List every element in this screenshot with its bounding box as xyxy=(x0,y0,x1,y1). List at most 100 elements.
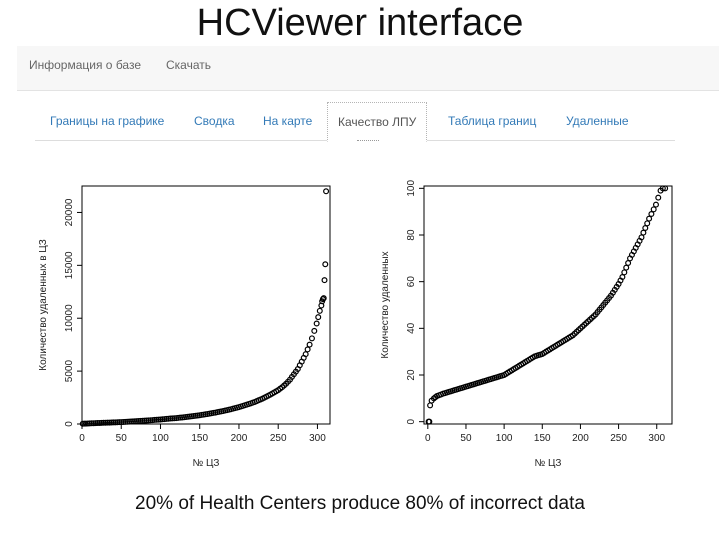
y-tick-label: 5000 xyxy=(64,360,75,383)
plot-left: 0 50 100 150 200 250 300 0 5000 10000 15000 20000 № … xyxy=(30,178,340,478)
data-point xyxy=(98,419,105,426)
data-point xyxy=(625,259,632,266)
data-point xyxy=(81,420,88,427)
data-point xyxy=(92,420,99,427)
y-tick-label: 10000 xyxy=(64,304,75,332)
data-point xyxy=(636,237,643,244)
data-point xyxy=(644,220,651,227)
data-point xyxy=(311,327,318,334)
data-point xyxy=(313,320,320,327)
slide-title: HCViewer interface xyxy=(196,2,524,44)
data-point xyxy=(304,346,311,353)
data-point xyxy=(292,368,299,375)
data-point xyxy=(155,416,162,423)
x-tick-label: 250 xyxy=(270,433,287,444)
x-tick-label: 200 xyxy=(231,433,248,444)
slide-caption: 20% of Health Centers produce 80% of inc… xyxy=(135,493,585,514)
data-point xyxy=(202,411,209,418)
app-frame: Информация о базе Скачать Границы на гра… xyxy=(17,46,719,426)
plot-right: 0 50 100 150 200 250 300 0 20 40 60 80 100 № ЦЗ Количе… xyxy=(372,178,682,478)
data-point xyxy=(131,418,138,425)
data-point xyxy=(659,185,666,192)
tab-deleted[interactable]: Удаленные xyxy=(566,114,629,128)
data-point xyxy=(320,295,327,302)
data-point xyxy=(648,210,655,217)
data-point xyxy=(186,413,193,420)
data-point xyxy=(483,377,490,384)
x-tick-label: 200 xyxy=(572,433,589,444)
data-point xyxy=(277,385,284,392)
tab-map[interactable]: На карте xyxy=(263,114,313,128)
data-point xyxy=(104,419,111,426)
data-point xyxy=(621,269,628,276)
data-point xyxy=(171,415,178,422)
data-point xyxy=(476,379,483,386)
data-point xyxy=(102,419,109,426)
data-point xyxy=(108,419,115,426)
y-tick-label: 60 xyxy=(406,276,417,288)
plot-right-svg: 0 50 100 150 200 250 300 0 20 40 60 80 100 № ЦЗ Количе… xyxy=(380,180,673,469)
data-point xyxy=(617,277,624,284)
data-point xyxy=(163,415,170,422)
y-tick-label: 15000 xyxy=(64,251,75,279)
tab-summary[interactable]: Сводка xyxy=(194,114,235,128)
data-point xyxy=(179,414,186,421)
tab-bar: Границы на графике Сводка На карте Качес… xyxy=(35,102,675,142)
data-point xyxy=(94,420,101,427)
data-point xyxy=(583,320,590,327)
data-point xyxy=(655,194,662,201)
data-point xyxy=(281,382,288,389)
data-point xyxy=(106,419,113,426)
x-tick-label: 300 xyxy=(309,433,326,444)
y-tick-label: 100 xyxy=(406,180,417,197)
points-group xyxy=(425,185,669,425)
nav-db-info-link[interactable]: Информация о базе xyxy=(29,58,141,72)
data-point xyxy=(567,333,574,340)
data-point xyxy=(273,388,280,395)
data-point xyxy=(288,373,295,380)
plot-frame xyxy=(81,185,331,425)
data-point xyxy=(139,417,146,424)
data-point xyxy=(323,188,330,195)
data-point xyxy=(296,362,303,369)
data-point xyxy=(632,244,639,251)
data-point xyxy=(322,261,329,268)
data-point xyxy=(306,341,313,348)
y-axis-label: Количество удаленных xyxy=(380,251,391,358)
data-point xyxy=(84,420,91,427)
data-point xyxy=(453,386,460,393)
data-point xyxy=(147,417,154,424)
data-point xyxy=(461,384,468,391)
data-point xyxy=(316,307,323,314)
data-point xyxy=(122,418,129,425)
data-point xyxy=(114,419,121,426)
data-point xyxy=(662,185,669,192)
data-point xyxy=(628,251,635,258)
x-tick-label: 100 xyxy=(496,433,513,444)
plot-frame xyxy=(423,185,673,425)
data-point xyxy=(426,418,433,425)
data-point xyxy=(640,229,647,236)
x-axis-label: № ЦЗ xyxy=(535,458,562,469)
data-point xyxy=(606,294,613,301)
y-tick-label: 20000 xyxy=(64,198,75,226)
x-tick-label: 300 xyxy=(648,433,665,444)
data-point xyxy=(124,418,131,425)
active-tab-marker xyxy=(357,140,379,141)
data-point xyxy=(613,283,620,290)
data-point xyxy=(118,419,125,426)
plot-left-svg: 0 50 100 150 200 250 300 0 5000 10000 15000 20000 № … xyxy=(38,185,331,469)
tab-bounds-table[interactable]: Таблица границ xyxy=(448,114,537,128)
y-tick-label: 40 xyxy=(406,322,417,334)
tab-quality[interactable]: Качество ЛПУ xyxy=(327,102,428,142)
data-point xyxy=(308,335,315,342)
data-point xyxy=(226,406,233,413)
x-tick-label: 150 xyxy=(534,433,551,444)
top-nav: Информация о базе Скачать xyxy=(17,46,719,91)
nav-download-link[interactable]: Скачать xyxy=(166,58,211,72)
tab-plot-bounds[interactable]: Границы на графике xyxy=(50,114,165,128)
data-point xyxy=(445,388,452,395)
data-point xyxy=(652,201,659,208)
x-tick-label: 0 xyxy=(79,433,85,444)
x-tick-label: 250 xyxy=(610,433,627,444)
